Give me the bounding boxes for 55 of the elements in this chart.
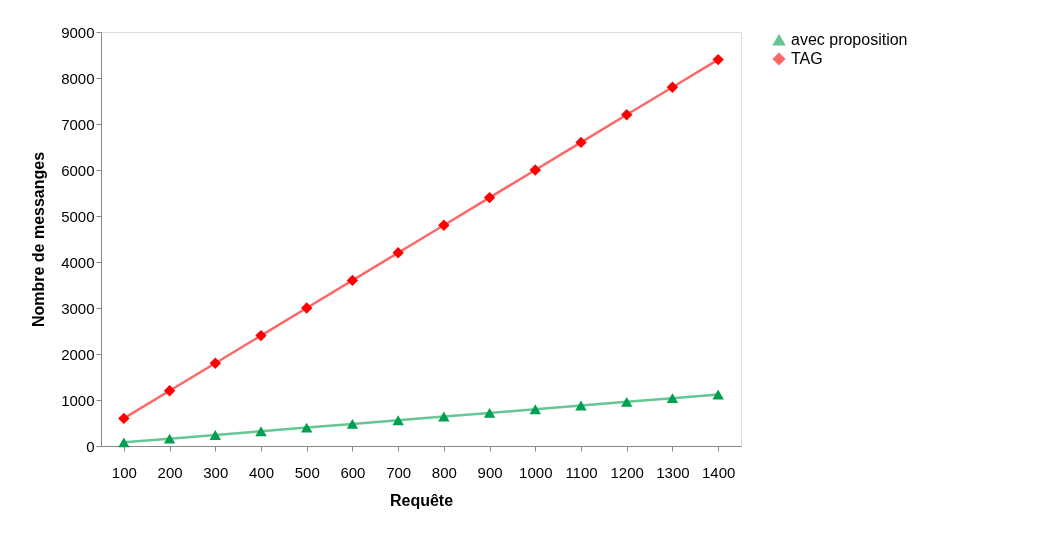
- x-tick-label: 1200: [610, 463, 644, 481]
- point: [575, 136, 587, 149]
- x-tick-label: 100: [111, 463, 137, 481]
- x-tick-label: 200: [157, 463, 183, 481]
- y-tick-label: 0: [86, 437, 95, 455]
- x-tick-label: 1300: [656, 463, 690, 481]
- y-tick-label: 6000: [61, 161, 95, 179]
- point: [712, 53, 724, 66]
- x-tick-label: 500: [294, 463, 320, 481]
- point: [118, 412, 130, 425]
- y-tick-label: 7000: [61, 115, 95, 133]
- y-tick-label: 1000: [61, 391, 95, 409]
- x-tick-label: 800: [431, 463, 457, 481]
- x-tick-label: 700: [386, 463, 412, 481]
- x-tick-label: 600: [340, 463, 366, 481]
- point: [255, 426, 267, 437]
- point: [483, 191, 496, 204]
- x-tick-label: 400: [248, 463, 275, 481]
- point: [346, 418, 359, 429]
- point: [621, 396, 633, 407]
- legend-label: avec proposition: [791, 31, 908, 48]
- x-tick-label: 900: [477, 463, 503, 481]
- point: [163, 385, 176, 397]
- x-tick-label: 300: [203, 463, 229, 481]
- x-tick-label: 1000: [519, 463, 553, 481]
- x-tick-label: 1400: [701, 463, 736, 481]
- point: [301, 302, 313, 314]
- x-axis-title: Requête: [389, 491, 454, 509]
- point: [392, 415, 404, 426]
- point: [621, 109, 633, 121]
- point: [575, 400, 587, 411]
- point: [346, 274, 359, 287]
- point: [209, 357, 221, 369]
- legend-label: TAG: [791, 50, 823, 67]
- point: [666, 81, 679, 93]
- y-tick-label: 3000: [61, 299, 95, 317]
- point: [209, 430, 221, 440]
- y-tick-label: 9000: [61, 23, 95, 41]
- point: [163, 433, 176, 444]
- point: [529, 164, 541, 176]
- point: [438, 219, 450, 231]
- point: [483, 407, 496, 418]
- y-tick-label: 8000: [61, 69, 95, 87]
- point: [118, 437, 130, 448]
- point: [666, 393, 679, 404]
- point: [712, 389, 724, 400]
- point: [255, 329, 267, 342]
- point: [392, 247, 404, 259]
- point: [529, 404, 541, 415]
- point: [301, 422, 313, 433]
- y-tick-label: 5000: [61, 207, 95, 225]
- x-tick-label: 1100: [565, 463, 598, 481]
- y-tick-label: 2000: [61, 345, 95, 363]
- y-axis-title: Nombre de messanges: [30, 151, 48, 328]
- y-tick-label: 4000: [61, 253, 95, 271]
